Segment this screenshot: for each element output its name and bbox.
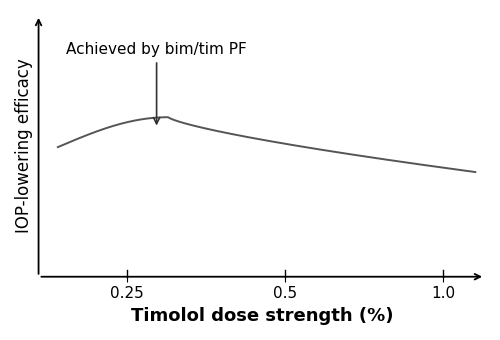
Y-axis label: IOP-lowering efficacy: IOP-lowering efficacy <box>15 58 33 233</box>
Text: Achieved by bim/tim PF: Achieved by bim/tim PF <box>66 42 247 124</box>
X-axis label: Timolol dose strength (%): Timolol dose strength (%) <box>130 307 393 325</box>
